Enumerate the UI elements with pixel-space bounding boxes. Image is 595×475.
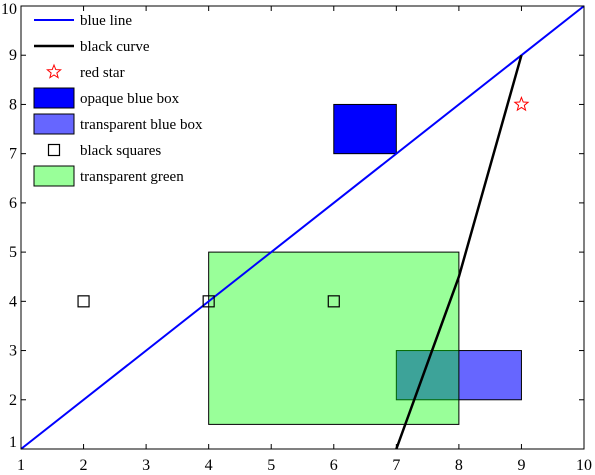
- y-tick-label: 3: [9, 343, 17, 360]
- legend-symbol: [33, 165, 75, 187]
- y-tick-label: 1: [9, 434, 17, 451]
- legend-label: blue line: [80, 13, 132, 29]
- x-tick-label: 5: [267, 457, 275, 474]
- legend-entry: black squares: [47, 143, 161, 159]
- legend-entry: transparent green: [33, 165, 184, 187]
- plot-layer: [20, 5, 585, 450]
- y-tick-label: 8: [9, 96, 17, 113]
- x-tick-label: 2: [80, 457, 88, 474]
- legend-entry: blue line: [34, 13, 132, 29]
- marker-star-0: [513, 96, 530, 112]
- x-tick-label: 10: [576, 457, 592, 474]
- series-blue-line: [20, 5, 585, 450]
- marker-square-0: [77, 295, 90, 308]
- legend-label: red star: [80, 65, 125, 81]
- x-tick-label: 1: [17, 457, 25, 474]
- legend-symbol: [47, 143, 61, 157]
- y-tick-label: 6: [9, 195, 17, 212]
- y-tick-label: 4: [9, 293, 17, 310]
- x-tick-label: 3: [142, 457, 150, 474]
- y-tick-label: 9: [9, 47, 17, 64]
- legend-symbol: [33, 113, 75, 135]
- legend-label: opaque blue box: [80, 91, 180, 107]
- y-tick-label: 7: [9, 146, 17, 163]
- legend-label: transparent green: [80, 169, 184, 185]
- legend-entry: transparent blue box: [33, 113, 203, 135]
- legend-label: transparent blue box: [80, 117, 203, 133]
- legend-entry: black curve: [34, 39, 150, 55]
- rect-opaque-blue-box: [333, 103, 397, 155]
- series-black-curve: [395, 54, 523, 450]
- marker-square-1: [202, 295, 215, 308]
- x-tick-label: 8: [455, 457, 463, 474]
- x-tick-label: 9: [517, 457, 525, 474]
- legend: blue line black curve red star opaque blue …: [33, 13, 203, 187]
- y-tick-label: 2: [9, 392, 17, 409]
- rect-transparent-green: [208, 251, 460, 425]
- legend-label: black squares: [80, 143, 161, 159]
- axes-box: [20, 5, 585, 450]
- y-tick-label: 5: [9, 244, 17, 261]
- x-tick-label: 7: [392, 457, 400, 474]
- legend-entry: red star: [46, 63, 125, 81]
- marker-square-2: [327, 295, 340, 308]
- legend-symbol: [46, 63, 62, 79]
- y-tick-label: 10: [1, 1, 17, 18]
- legend-label: black curve: [80, 39, 150, 55]
- legend-entry: opaque blue box: [33, 87, 180, 109]
- x-tick-label: 6: [330, 457, 338, 474]
- legend-symbol: [33, 87, 75, 109]
- x-tick-label: 4: [205, 457, 213, 474]
